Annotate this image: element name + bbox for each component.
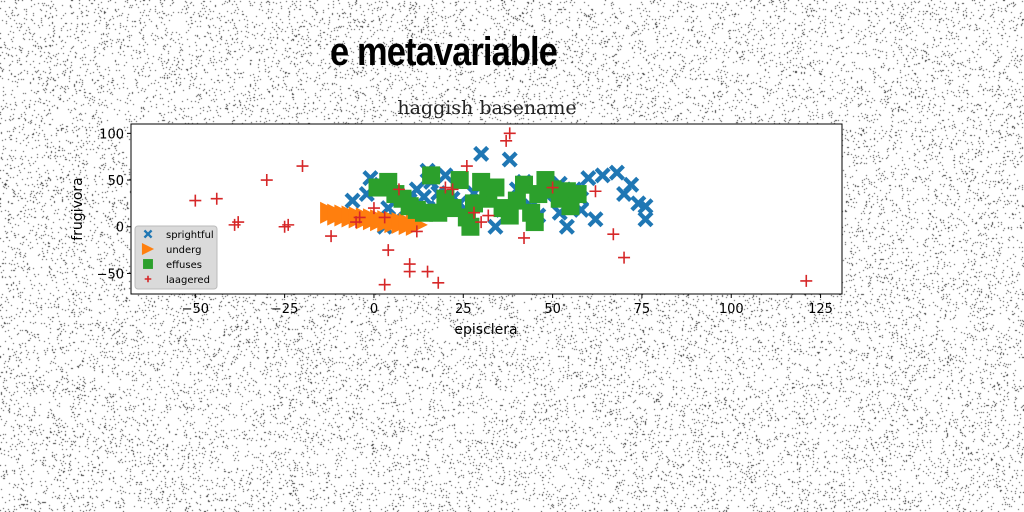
- sprightful-point: [637, 198, 654, 215]
- laagered-point: [618, 251, 631, 264]
- laagered-point: [325, 230, 338, 243]
- page-title: e metavariable: [330, 30, 558, 74]
- legend-marker-underg: [141, 242, 155, 256]
- laagered-point: [353, 211, 366, 224]
- sprightful-point: [415, 188, 432, 205]
- effuses-point: [450, 171, 469, 190]
- laagered-point: [518, 231, 531, 244]
- legend-box: [134, 225, 218, 290]
- laagered-point: [392, 183, 405, 196]
- laagered-point: [382, 244, 395, 257]
- y-axis-label: frugivora: [70, 177, 86, 241]
- effuses-point: [486, 178, 505, 197]
- x-tick-label: 75: [634, 302, 651, 317]
- legend-marker-sprightful: [143, 229, 153, 239]
- laagered-point: [482, 209, 495, 222]
- laagered-point: [446, 183, 459, 196]
- sprightful-point: [344, 192, 361, 209]
- laagered-point: [232, 216, 245, 229]
- x-tick-label: −50: [182, 302, 209, 317]
- effuses-point: [568, 185, 587, 204]
- laagered-point: [260, 174, 273, 187]
- laagered-point: [378, 278, 391, 291]
- laagered-point: [589, 185, 602, 198]
- legend: sprightful underg effuses laagered: [134, 225, 218, 290]
- x-tick-label: 25: [455, 302, 472, 317]
- sprightful-point: [473, 145, 490, 162]
- x-tick-label: 100: [719, 302, 744, 317]
- y-tick-label: 100: [99, 127, 124, 142]
- effuses-point: [507, 191, 526, 210]
- laagered-point: [432, 276, 445, 289]
- sprightful-point: [637, 211, 654, 228]
- effuses-point: [443, 199, 462, 218]
- sprightful-point: [608, 164, 625, 181]
- sprightful-point: [487, 218, 504, 235]
- effuses-point: [529, 185, 548, 204]
- legend-items: sprightful underg effuses laagered: [141, 229, 214, 286]
- ticks-layer: −50 −25 0 25 50 75 100 125 −50 0 50 100: [97, 127, 833, 317]
- x-tick-label: 0: [370, 302, 378, 317]
- legend-marker-effuses: [143, 259, 153, 269]
- chart-title: haggish basename: [397, 97, 576, 119]
- laagered-point: [467, 206, 480, 219]
- series-effuses: [368, 166, 587, 236]
- laagered-point: [189, 194, 202, 207]
- series-layer: [189, 127, 813, 291]
- laagered-point: [439, 181, 452, 194]
- laagered-point: [403, 265, 416, 278]
- laagered-point: [210, 192, 223, 205]
- y-tick-label: −50: [97, 267, 124, 282]
- y-tick-label: 0: [116, 221, 124, 236]
- effuses-point: [464, 194, 483, 213]
- plot-area: [131, 124, 842, 294]
- laagered-point: [367, 202, 380, 215]
- sprightful-point: [437, 167, 454, 184]
- y-tick-label: 50: [107, 174, 124, 189]
- effuses-point: [515, 175, 534, 194]
- effuses-point: [500, 206, 519, 225]
- laagered-point: [607, 228, 620, 241]
- effuses-point: [472, 172, 491, 191]
- laagered-point: [378, 211, 391, 224]
- laagered-point: [500, 134, 513, 147]
- sprightful-point: [558, 218, 575, 235]
- x-tick-label: −25: [271, 302, 298, 317]
- effuses-point: [429, 203, 448, 222]
- laagered-point: [282, 218, 295, 231]
- effuses-point: [422, 166, 441, 185]
- legend-label-sprightful: sprightful: [166, 230, 214, 241]
- sprightful-point: [587, 211, 604, 228]
- laagered-point: [546, 181, 559, 194]
- laagered-point: [410, 225, 423, 238]
- x-axis-label: episclera: [454, 322, 517, 338]
- legend-label-underg: underg: [166, 245, 201, 256]
- laagered-point: [503, 127, 516, 140]
- sprightful-point: [623, 176, 640, 193]
- laagered-point: [296, 160, 309, 173]
- x-tick-label: 125: [808, 302, 833, 317]
- series-underg: [320, 201, 428, 236]
- effuses-point: [414, 203, 433, 222]
- legend-label-effuses: effuses: [166, 260, 202, 271]
- effuses-point: [461, 217, 480, 236]
- legend-label-laagered: laagered: [166, 275, 210, 286]
- sprightful-point: [501, 151, 518, 168]
- effuses-point: [525, 213, 544, 232]
- laagered-point: [800, 274, 813, 287]
- plot-frame: [130, 123, 843, 295]
- laagered-point: [421, 265, 434, 278]
- sprightful-point: [594, 167, 611, 184]
- sprightful-point: [580, 170, 597, 187]
- laagered-point: [475, 216, 488, 229]
- x-tick-label: 50: [544, 302, 561, 317]
- underg-point: [405, 213, 428, 236]
- legend-marker-laagered: [144, 275, 152, 283]
- series-laagered: [189, 127, 813, 291]
- laagered-point: [460, 160, 473, 173]
